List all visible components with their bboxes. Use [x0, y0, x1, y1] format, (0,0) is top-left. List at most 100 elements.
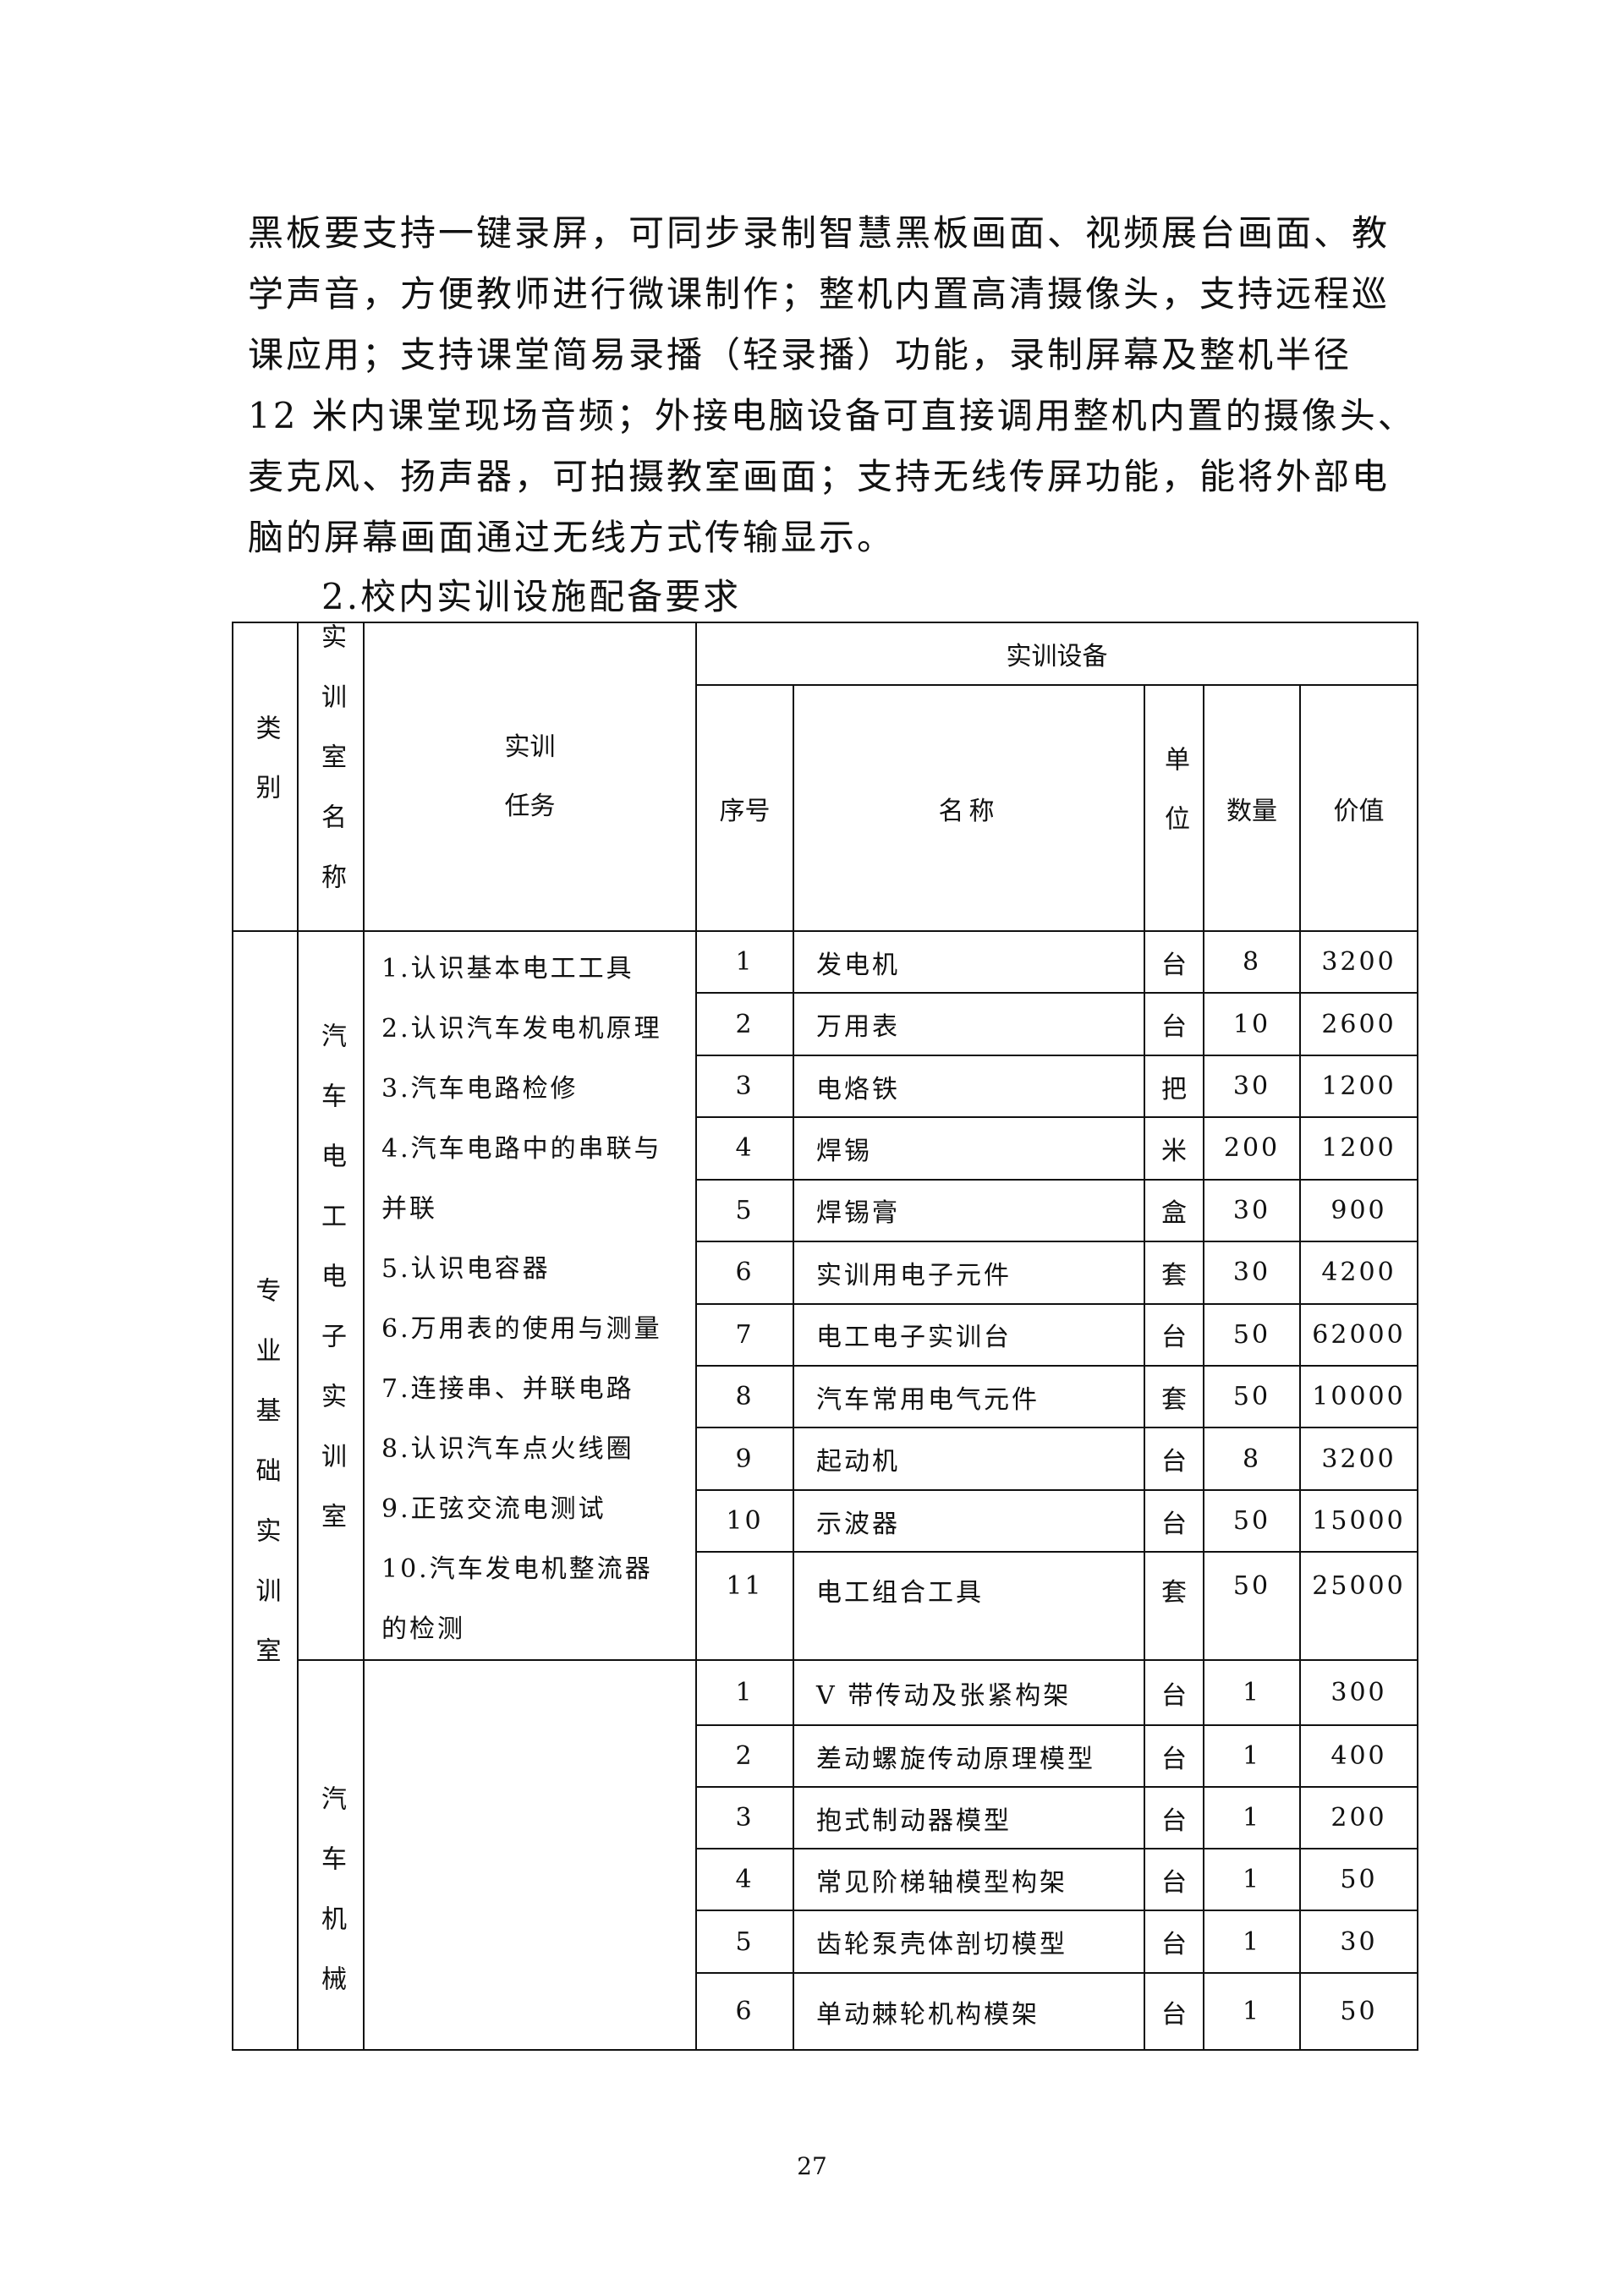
unit-cell: 盒: [1144, 1178, 1204, 1243]
paragraph-line: 麦克风、扬声器，可拍摄教室画面；支持无线传屏功能，能将外部电: [248, 456, 1391, 497]
value-cell: 400: [1299, 1724, 1418, 1788]
table-row: 2 差动螺旋传动原理模型台 1 400: [233, 1724, 1418, 1788]
header-task: 实训 任务: [363, 622, 697, 932]
table-row: 4 焊锡米 200 1200: [233, 1116, 1418, 1181]
unit-cell: 台: [1144, 1848, 1204, 1911]
header-unit: 单位: [1144, 684, 1204, 932]
table-row: 10 示波器台 50 15000: [233, 1488, 1418, 1553]
room-name-cell: 汽车电工电子实训室: [297, 930, 365, 1661]
quantity-cell: 30: [1203, 1054, 1301, 1119]
value-cell: 3200: [1299, 1427, 1418, 1491]
seq-cell: 2: [695, 1724, 794, 1788]
seq-cell: 9: [695, 1427, 794, 1491]
task-line: 4.汽车电路中的串联与: [381, 1134, 662, 1164]
seq-cell: 5: [695, 1178, 794, 1243]
table-row: 3 电烙铁把 30 1200: [233, 1054, 1418, 1119]
seq-cell: 6: [695, 1972, 794, 2051]
equipment-name-cell: 抱式制动器模型: [793, 1786, 1145, 1849]
quantity-cell: 50: [1203, 1364, 1301, 1429]
equipment-name-cell: 电工组合工具: [793, 1551, 1145, 1661]
section-heading: 2.校内实训设施配备要求: [321, 576, 742, 617]
unit-cell: 套: [1144, 1241, 1204, 1305]
header-equipment: 实训设备: [695, 621, 1418, 687]
paragraph-line: 脑的屏幕画面通过无线方式传输显示。: [248, 517, 896, 558]
value-cell: 1200: [1299, 1054, 1418, 1119]
unit-cell: 台: [1144, 1488, 1204, 1553]
value-cell: 3200: [1299, 929, 1418, 995]
unit-cell: 把: [1144, 1054, 1204, 1119]
seq-cell: 4: [695, 1116, 794, 1181]
task-line: 3.汽车电路检修: [381, 1074, 579, 1104]
quantity-cell: 50: [1203, 1551, 1301, 1661]
task-line: 2.认识汽车发电机原理: [381, 1014, 662, 1044]
tasks-cell: [363, 1659, 697, 2051]
table-row: 5 焊锡膏盒 30 900: [233, 1178, 1418, 1243]
equipment-name-cell: 起动机: [793, 1427, 1145, 1491]
equipment-name-cell: 焊锡膏: [793, 1178, 1145, 1243]
table-row: 3 抱式制动器模型台 1 200: [233, 1786, 1418, 1849]
value-cell: 1200: [1299, 1116, 1418, 1181]
quantity-cell: 50: [1203, 1488, 1301, 1553]
unit-cell: 台: [1144, 929, 1204, 995]
quantity-cell: 1: [1203, 1724, 1301, 1788]
unit-cell: 台: [1144, 1910, 1204, 1974]
quantity-cell: 1: [1203, 1848, 1301, 1911]
value-cell: 25000: [1299, 1551, 1418, 1661]
equipment-name-cell: 单动棘轮机构模架: [793, 1972, 1145, 2051]
quantity-cell: 1: [1203, 1659, 1301, 1726]
unit-cell: 台: [1144, 1427, 1204, 1491]
task-line: 的检测: [381, 1614, 465, 1644]
task-line: 1.认识基本电工工具: [381, 954, 634, 984]
value-cell: 200: [1299, 1786, 1418, 1849]
value-cell: 62000: [1299, 1302, 1418, 1367]
equipment-name-cell: 电烙铁: [793, 1054, 1145, 1119]
seq-cell: 7: [695, 1302, 794, 1367]
table-row: 4 常见阶梯轴模型构架台 1 50: [233, 1848, 1418, 1911]
equipment-name-cell: 实训用电子元件: [793, 1241, 1145, 1305]
equipment-name-cell: 齿轮泵壳体剖切模型: [793, 1910, 1145, 1974]
equipment-name-cell: 电工电子实训台: [793, 1302, 1145, 1367]
value-cell: 15000: [1299, 1488, 1418, 1553]
seq-cell: 6: [695, 1241, 794, 1305]
equipment-table: 类别 实训室名称 实训 任务 实训设备 序号 名称 单位 数量 价值 专业基础实…: [232, 621, 1418, 2051]
category-cell: 专业基础实训室: [232, 930, 299, 2051]
value-cell: 50: [1299, 1848, 1418, 1911]
equipment-name-cell: 汽车常用电气元件: [793, 1364, 1145, 1429]
table-row: 6 单动棘轮机构模架台 1 50: [233, 1972, 1418, 2051]
tasks-cell: 1.认识基本电工工具 2.认识汽车发电机原理 3.汽车电路检修 4.汽车电路中的串联与…: [363, 930, 697, 1661]
paragraph-line: 学声音，方便教师进行微课制作；整机内置高清摄像头，支持远程巡: [248, 273, 1391, 315]
paragraph-line: 课应用；支持课堂简易录播（轻录播）功能，录制屏幕及整机半径: [248, 334, 1352, 375]
quantity-cell: 8: [1203, 1427, 1301, 1491]
seq-cell: 1: [695, 1659, 794, 1726]
unit-cell: 台: [1144, 1786, 1204, 1849]
equipment-name-cell: 常见阶梯轴模型构架: [793, 1848, 1145, 1911]
table-row: 6 实训用电子元件套 30 4200: [233, 1241, 1418, 1305]
header-category: 类别: [232, 622, 299, 932]
task-line: 8.认识汽车点火线圈: [381, 1434, 634, 1464]
page-number: 27: [797, 2152, 827, 2180]
seq-cell: 8: [695, 1364, 794, 1429]
seq-cell: 3: [695, 1054, 794, 1119]
seq-cell: 1: [695, 929, 794, 995]
unit-cell: 套: [1144, 1364, 1204, 1429]
header-value: 价值: [1299, 684, 1418, 932]
seq-cell: 3: [695, 1786, 794, 1849]
seq-cell: 4: [695, 1848, 794, 1911]
task-line: 5.认识电容器: [381, 1254, 551, 1284]
task-line: 7.连接串、并联电路: [381, 1374, 634, 1404]
equipment-name-cell: 焊锡: [793, 1116, 1145, 1181]
paragraph-line: 12 米内课堂现场音频；外接电脑设备可直接调用整机内置的摄像头、: [248, 395, 1416, 436]
task-line: 6.万用表的使用与测量: [381, 1314, 662, 1344]
table-row: 2 万用表台 10 2600: [233, 992, 1418, 1056]
header-quantity: 数量: [1203, 684, 1301, 932]
unit-cell: 台: [1144, 1659, 1204, 1726]
unit-cell: 台: [1144, 1302, 1204, 1367]
quantity-cell: 1: [1203, 1786, 1301, 1849]
table-row: 专业基础实训室 汽车电工电子实训室 1.认识基本电工工具 2.认识汽车发电机原理 3.汽…: [232, 929, 1418, 2051]
quantity-cell: 8: [1203, 929, 1301, 995]
seq-cell: 10: [695, 1488, 794, 1553]
quantity-cell: 30: [1203, 1241, 1301, 1305]
task-line: 10.汽车发电机整流器: [381, 1554, 653, 1584]
value-cell: 50: [1299, 1972, 1418, 2051]
value-cell: 2600: [1299, 992, 1418, 1056]
